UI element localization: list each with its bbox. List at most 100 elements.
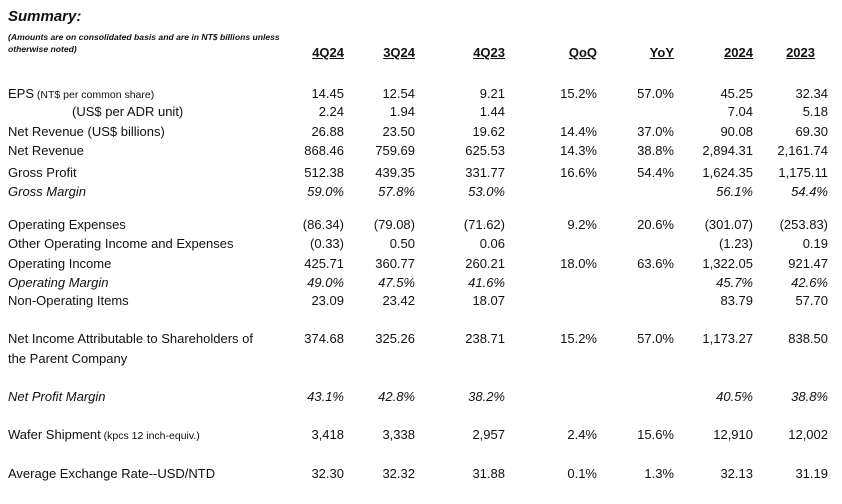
cell-eps-qoq: 15.2% xyxy=(560,86,597,101)
cell-net-income-4q23: 238.71 xyxy=(465,331,505,346)
units-note: (Amounts are on consolidated basis and a… xyxy=(8,32,280,54)
row-operating-expenses: Operating Expenses (86.34) (79.08) (71.62) 9… xyxy=(0,216,842,234)
cell-operating-expenses-4q24: (86.34) xyxy=(302,217,344,232)
row-label-text: (US$ per ADR unit) xyxy=(72,104,184,119)
cell-operating-income-4q24: 425.71 xyxy=(304,256,344,271)
row-net-profit-margin: Net Profit Margin 43.1% 42.8% 38.2% 40.5% 38.… xyxy=(0,388,842,406)
cell-wafer-shipment-2024: 12,910 xyxy=(713,427,753,442)
cell-gross-profit-4q23: 331.77 xyxy=(465,165,505,180)
cell-net-revenue-usd-yoy: 37.0% xyxy=(637,124,674,139)
cell-operating-expenses-2024: (301.07) xyxy=(704,217,753,232)
row-label: Non-Operating Items xyxy=(8,292,129,310)
cell-gross-profit-4q24: 512.38 xyxy=(304,165,344,180)
row-label: Other Operating Income and Expenses xyxy=(8,235,233,253)
cell-operating-margin-4q23: 41.6% xyxy=(468,275,505,290)
cell-eps-adr-3q24: 1.94 xyxy=(389,104,415,119)
cell-exchange-rate-3q24: 32.32 xyxy=(382,466,415,481)
row-label-unit: (NT$ per common share) xyxy=(34,89,155,101)
cell-eps-4q23: 9.21 xyxy=(479,86,505,101)
row-label-text: Gross Margin xyxy=(8,184,87,199)
cell-operating-margin-3q24: 47.5% xyxy=(378,275,415,290)
cell-operating-income-3q24: 360.77 xyxy=(375,256,415,271)
cell-net-revenue-usd-2023: 69.30 xyxy=(795,124,828,139)
cell-eps-adr-2023: 5.18 xyxy=(802,104,828,119)
cell-gross-margin-3q24: 57.8% xyxy=(378,184,415,199)
cell-wafer-shipment-4q23: 2,957 xyxy=(472,427,505,442)
cell-operating-expenses-4q23: (71.62) xyxy=(463,217,505,232)
row-net-revenue-usd: Net Revenue (US$ billions) 26.88 23.50 19.6… xyxy=(0,123,842,141)
row-label-unit: (kpcs 12 inch-equiv.) xyxy=(100,430,200,442)
cell-eps-adr-2024: 7.04 xyxy=(727,104,753,119)
cell-operating-income-4q23: 260.21 xyxy=(465,256,505,271)
cell-eps-3q24: 12.54 xyxy=(382,86,415,101)
cell-net-income-4q24: 374.68 xyxy=(304,331,344,346)
row-label: Operating Expenses xyxy=(8,216,126,234)
cell-net-revenue-3q24: 759.69 xyxy=(375,143,415,158)
cell-wafer-shipment-yoy: 15.6% xyxy=(637,427,674,442)
cell-net-revenue-4q23: 625.53 xyxy=(465,143,505,158)
cell-eps-adr-4q23: 1.44 xyxy=(479,104,505,119)
cell-net-revenue-usd-2024: 90.08 xyxy=(720,124,753,139)
cell-operating-margin-2023: 42.6% xyxy=(791,275,828,290)
cell-non-operating-items-2024: 83.79 xyxy=(720,293,753,308)
cell-gross-profit-3q24: 439.35 xyxy=(375,165,415,180)
cell-gross-margin-4q23: 53.0% xyxy=(468,184,505,199)
cell-gross-margin-2023: 54.4% xyxy=(791,184,828,199)
cell-other-operating-income-2023: 0.19 xyxy=(802,236,828,251)
cell-eps-2024: 45.25 xyxy=(720,86,753,101)
cell-net-income-2023: 838.50 xyxy=(788,331,828,346)
cell-wafer-shipment-2023: 12,002 xyxy=(788,427,828,442)
cell-exchange-rate-2023: 31.19 xyxy=(795,466,828,481)
cell-net-income-qoq: 15.2% xyxy=(560,331,597,346)
cell-net-revenue-2024: 2,894.31 xyxy=(702,143,753,158)
row-label: Average Exchange Rate--USD/NTD xyxy=(8,465,215,483)
cell-eps-yoy: 57.0% xyxy=(637,86,674,101)
row-label-text: Average Exchange Rate--USD/NTD xyxy=(8,466,216,481)
cell-operating-margin-4q24: 49.0% xyxy=(307,275,344,290)
cell-exchange-rate-4q24: 32.30 xyxy=(311,466,344,481)
cell-wafer-shipment-qoq: 2.4% xyxy=(567,427,597,442)
cell-other-operating-income-4q24: (0.33) xyxy=(310,236,344,251)
row-operating-margin: Operating Margin 49.0% 47.5% 41.6% 45.7% 42.6… xyxy=(0,274,842,292)
cell-net-profit-margin-2023: 38.8% xyxy=(791,389,828,404)
row-operating-income: Operating Income 425.71 360.77 260.21 18.0% 6… xyxy=(0,255,842,273)
col-header-yoy: YoY xyxy=(649,45,674,60)
row-exchange-rate: Average Exchange Rate--USD/NTD 32.30 32.32… xyxy=(0,465,842,483)
cell-net-revenue-usd-3q24: 23.50 xyxy=(382,124,415,139)
cell-net-revenue-usd-4q24: 26.88 xyxy=(311,124,344,139)
row-label-text: Non-Operating Items xyxy=(8,293,129,308)
cell-non-operating-items-2023: 57.70 xyxy=(795,293,828,308)
cell-operating-expenses-3q24: (79.08) xyxy=(373,217,415,232)
cell-non-operating-items-4q24: 23.09 xyxy=(311,293,344,308)
row-label: Gross Profit xyxy=(8,164,77,182)
cell-net-revenue-2023: 2,161.74 xyxy=(777,143,828,158)
row-label: Net Revenue (US$ billions) xyxy=(8,123,165,141)
row-eps-adr: (US$ per ADR unit) 2.24 1.94 1.44 7.04 5.18 xyxy=(0,103,842,121)
cell-gross-margin-2024: 56.1% xyxy=(716,184,753,199)
col-header-4q23: 4Q23 xyxy=(473,45,505,60)
cell-non-operating-items-3q24: 23.42 xyxy=(382,293,415,308)
row-label: Operating Margin xyxy=(8,274,108,292)
row-wafer-shipment: Wafer Shipment (kpcs 12 inch-equiv.) 3,41… xyxy=(0,426,842,444)
col-header-3q24: 3Q24 xyxy=(383,45,415,60)
row-label: Gross Margin xyxy=(8,183,86,201)
row-label-text: Wafer Shipment xyxy=(8,427,101,442)
row-label-text: Operating Income xyxy=(8,256,112,271)
row-non-operating-items: Non-Operating Items 23.09 23.42 18.07 83.79 5… xyxy=(0,292,842,310)
col-header-2023: 2023 xyxy=(786,45,815,60)
cell-net-profit-margin-4q23: 38.2% xyxy=(468,389,505,404)
cell-eps-adr-4q24: 2.24 xyxy=(318,104,344,119)
cell-operating-expenses-qoq: 9.2% xyxy=(567,217,597,232)
row-label-text: Net Revenue xyxy=(8,143,84,158)
col-header-qoq: QoQ xyxy=(568,45,597,60)
cell-wafer-shipment-3q24: 3,338 xyxy=(382,427,415,442)
row-label-text: Net Profit Margin xyxy=(8,389,106,404)
row-label-line2: the Parent Company xyxy=(8,351,128,366)
row-label: Net Profit Margin xyxy=(8,388,106,406)
row-label: Net Income Attributable to Shareholders … xyxy=(8,330,253,348)
cell-other-operating-income-4q23: 0.06 xyxy=(479,236,505,251)
row-label-text: Operating Margin xyxy=(8,275,109,290)
cell-exchange-rate-yoy: 1.3% xyxy=(644,466,674,481)
row-label-text: Net Revenue (US$ billions) xyxy=(8,124,165,139)
cell-operating-income-yoy: 63.6% xyxy=(637,256,674,271)
